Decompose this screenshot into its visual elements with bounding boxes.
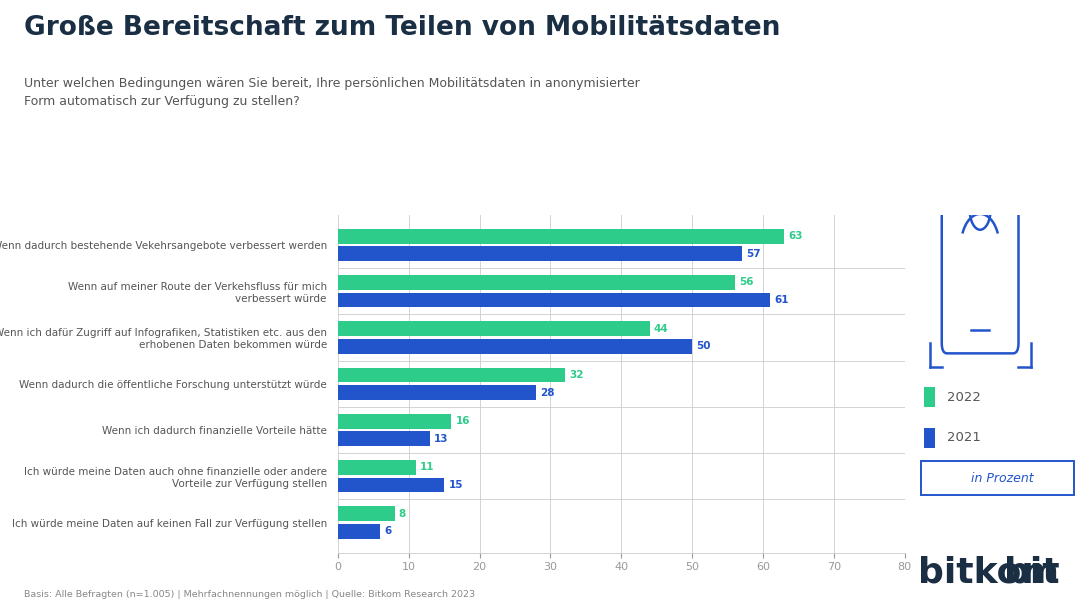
Text: bitkom: bitkom	[919, 556, 1059, 589]
Bar	[338, 432, 429, 446]
Text: 16: 16	[456, 416, 470, 426]
Bar	[338, 368, 565, 383]
Text: bit: bit	[1004, 556, 1059, 589]
Text: 61: 61	[774, 295, 789, 305]
Bar	[338, 321, 650, 336]
FancyBboxPatch shape	[924, 427, 935, 448]
Text: 2021: 2021	[947, 431, 981, 445]
Bar	[338, 414, 451, 429]
Bar	[338, 229, 785, 244]
Text: 8: 8	[399, 509, 407, 519]
Text: 56: 56	[739, 278, 753, 287]
Text: 2022: 2022	[947, 391, 981, 404]
Text: 57: 57	[746, 249, 761, 258]
Text: Große Bereitschaft zum Teilen von Mobilitätsdaten: Große Bereitschaft zum Teilen von Mobili…	[24, 15, 780, 41]
Bar	[338, 293, 771, 308]
Bar	[338, 385, 536, 400]
Bar	[338, 275, 735, 290]
Text: 28: 28	[541, 387, 555, 397]
Text: 44: 44	[654, 324, 668, 333]
Text: 13: 13	[434, 434, 449, 444]
Text: 63: 63	[788, 231, 803, 241]
Bar	[338, 460, 416, 475]
Text: 11: 11	[420, 462, 435, 473]
Bar	[338, 507, 395, 521]
Bar	[338, 478, 445, 492]
Bar	[338, 246, 741, 261]
Bar	[338, 339, 692, 354]
Text: 32: 32	[569, 370, 583, 380]
Bar	[338, 524, 380, 538]
Text: Basis: Alle Befragten (n=1.005) | Mehrfachnennungen möglich | Quelle: Bitkom Res: Basis: Alle Befragten (n=1.005) | Mehrfa…	[24, 589, 475, 599]
Text: 6: 6	[385, 526, 392, 536]
Text: 50: 50	[697, 341, 711, 351]
Text: Unter welchen Bedingungen wären Sie bereit, Ihre persönlichen Mobilitätsdaten in: Unter welchen Bedingungen wären Sie bere…	[24, 77, 640, 108]
FancyBboxPatch shape	[921, 462, 1075, 495]
FancyBboxPatch shape	[924, 387, 935, 408]
Text: 15: 15	[448, 480, 463, 490]
Text: in Prozent: in Prozent	[971, 472, 1034, 485]
